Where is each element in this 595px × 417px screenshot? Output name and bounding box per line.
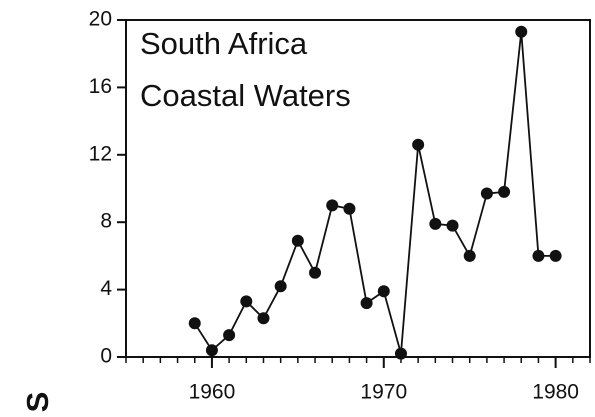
data-point xyxy=(412,138,425,151)
plot-frame xyxy=(125,19,591,358)
series-line xyxy=(193,31,556,354)
data-point xyxy=(326,199,339,212)
x-tick-label: 1980 xyxy=(532,381,579,404)
data-point xyxy=(360,297,373,310)
data-point xyxy=(205,344,218,357)
y-tick-label: 8 xyxy=(100,210,112,233)
data-point xyxy=(291,234,304,247)
annotation-line: Coastal Waters xyxy=(140,78,351,113)
data-point xyxy=(446,219,459,232)
data-point xyxy=(188,317,201,330)
x-tick-label: 1970 xyxy=(360,381,407,404)
y-axis-label: S xyxy=(20,392,55,413)
data-point xyxy=(223,329,236,342)
data-point xyxy=(377,285,390,298)
data-point xyxy=(498,185,511,198)
data-point xyxy=(240,295,253,308)
data-point xyxy=(343,202,356,215)
data-point xyxy=(515,25,528,38)
y-tick-label: 20 xyxy=(89,8,112,31)
data-point xyxy=(532,249,545,262)
annotation-line: South Africa xyxy=(140,26,308,61)
data-point xyxy=(549,249,562,262)
data-point xyxy=(274,280,287,293)
y-tick-label: 4 xyxy=(100,277,112,300)
data-point xyxy=(394,347,407,360)
data-point xyxy=(257,312,270,325)
x-tick-label: 1960 xyxy=(189,381,236,404)
data-point xyxy=(480,187,493,200)
data-point xyxy=(309,266,322,279)
y-tick-label: 12 xyxy=(89,142,112,165)
data-point xyxy=(429,217,442,230)
data-point xyxy=(463,249,476,262)
y-tick-label: 0 xyxy=(100,345,112,368)
y-tick-label: 16 xyxy=(89,75,112,98)
